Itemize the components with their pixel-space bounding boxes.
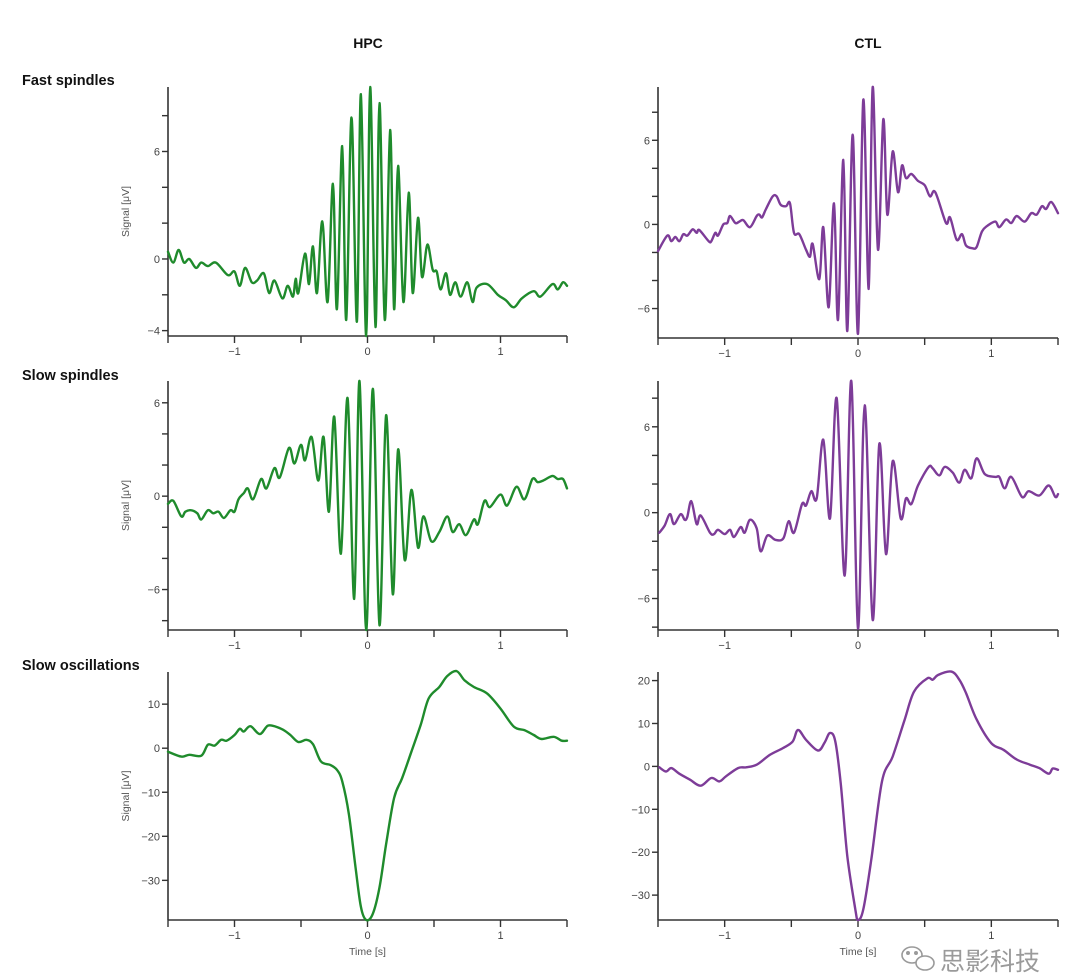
y-tick-label: −6 [637,594,650,606]
row-label-slow-spindles: Slow spindles [22,368,119,384]
panel-ctl-slow-spindles: −6 0 6 −1 0 1 [637,379,1060,652]
x-tick-label: 1 [497,346,503,358]
y-axis-label: Signal [μV] [120,480,132,531]
y-tick-label: 0 [644,508,650,520]
y-tick-label: 0 [644,219,650,231]
y-tick-label: 0 [644,761,650,773]
y-tick-label: 6 [154,146,160,158]
x-tick-label: 1 [988,348,994,360]
y-tick-label: 6 [154,398,160,410]
y-tick-label: −20 [631,847,650,859]
x-tick-label: −1 [228,930,241,942]
x-tick-label: −1 [718,348,731,360]
x-tick-label: −1 [228,346,241,358]
signal-trace-hpc [166,669,569,922]
y-tick-label: −6 [637,304,650,316]
y-tick-label: 10 [148,699,160,711]
panel-hpc-fast-spindles: −4 0 6 −1 0 1 Signal [μV] [120,85,569,358]
signal-trace-ctl [656,85,1060,336]
row-label-slow-oscillations: Slow oscillations [22,658,140,674]
row-label-fast-spindles: Fast spindles [22,73,115,89]
y-tick-label: −20 [141,831,160,843]
x-axis-label: Time [s] [349,946,386,958]
y-tick-label: 6 [644,135,650,147]
y-axis-label: Signal [μV] [120,186,132,237]
y-tick-label: −30 [631,890,650,902]
y-tick-label: −6 [147,585,160,597]
watermark: 思影科技 [901,946,1040,975]
x-tick-label: 0 [364,640,370,652]
x-tick-label: 0 [855,930,861,942]
y-tick-label: 6 [644,422,650,434]
x-tick-label: 0 [364,930,370,942]
panel-ctl-fast-spindles: −6 0 6 −1 0 1 [637,85,1060,360]
x-tick-label: 1 [988,640,994,652]
x-tick-label: −1 [718,640,731,652]
x-axis-label: Time [s] [840,946,877,958]
y-tick-label: 0 [154,254,160,266]
y-tick-label: 0 [154,743,160,755]
x-tick-label: 1 [497,640,503,652]
x-tick-label: 1 [497,930,503,942]
signal-trace-hpc [166,85,569,338]
signal-trace-ctl [658,670,1060,922]
y-tick-label: −10 [141,787,160,799]
y-tick-label: −4 [147,326,160,338]
x-tick-label: 0 [364,346,370,358]
x-tick-label: 0 [855,348,861,360]
x-tick-label: −1 [718,930,731,942]
column-title-hpc: HPC [353,35,383,51]
watermark-text: 思影科技 [940,947,1040,975]
y-tick-label: 20 [638,676,650,688]
y-tick-label: 10 [638,718,650,730]
y-axis-label: Signal [μV] [120,770,132,821]
y-tick-label: −30 [141,875,160,887]
x-tick-label: 0 [855,640,861,652]
y-tick-label: 0 [154,491,160,503]
x-tick-label: 1 [988,930,994,942]
panel-hpc-slow-spindles: −6 0 6 −1 0 1 Signal [μV] [120,379,569,652]
column-title-ctl: CTL [854,35,882,51]
signal-trace-hpc [166,379,569,632]
y-tick-label: −10 [631,804,650,816]
signal-trace-ctl [658,379,1060,630]
wechat-icon [901,946,935,971]
x-tick-label: −1 [228,640,241,652]
